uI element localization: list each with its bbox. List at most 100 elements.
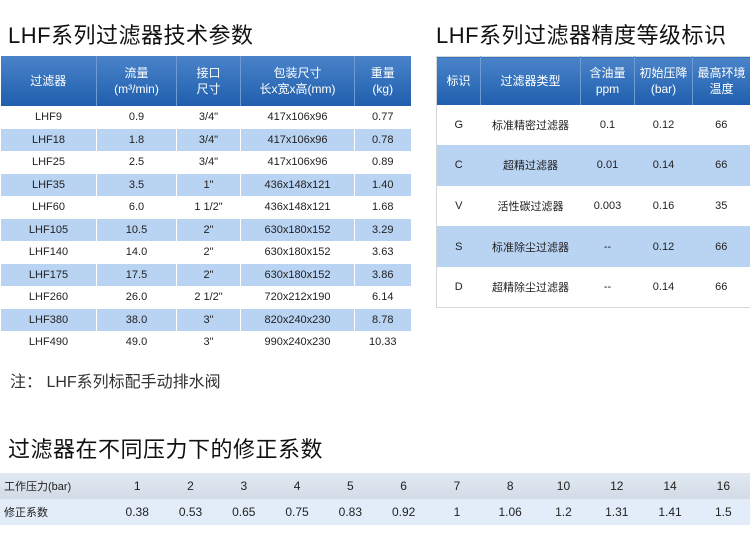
table-cell: 26.0 — [96, 286, 177, 309]
table-row: LHF175 17.5 2" 630x180x152 3.86 — [0, 263, 411, 286]
table-row: LHF260 26.0 2 1/2" 720x212x190 6.14 — [0, 286, 411, 309]
table-cell: 0.12 — [634, 226, 693, 267]
spec-note: 注： LHF系列标配手动排水阀 — [10, 374, 221, 391]
table-row: LHF35 3.5 1" 436x148x121 1.40 — [0, 173, 411, 196]
table-cell: LHF140 — [0, 241, 97, 264]
table-row: LHF18 1.8 3/4" 417x106x96 0.78 — [0, 128, 411, 151]
table-cell: V — [455, 199, 463, 212]
pressure-row: 工作压力(bar) 1 2 3 4 5 6 7 8 10 12 14 16 — [0, 473, 750, 499]
factor-value: 0.83 — [323, 499, 377, 525]
table-cell: 417x106x96 — [240, 128, 355, 151]
pressure-value: 6 — [376, 473, 431, 499]
factor-label: 修正系数 — [0, 499, 111, 525]
table-cell: -- — [580, 226, 635, 267]
factor-value: 0.53 — [163, 499, 218, 525]
header-type: 过滤器类型 — [480, 56, 581, 105]
table-cell: C — [436, 145, 481, 186]
table-cell: LHF260 — [0, 286, 97, 309]
table-cell: 6.14 — [354, 286, 411, 309]
table-cell: 35 — [715, 199, 728, 212]
table-cell: LHF60 — [0, 196, 97, 219]
table-cell: 66 — [715, 281, 728, 294]
header-code: 标识 — [436, 56, 481, 105]
table-cell: LHF35 — [0, 173, 97, 196]
spec-header-row: 过滤器 流量 (m³/min) 接口 尺寸 包装尺寸 长x宽x高(mm) 重量 (kg) — [0, 56, 411, 106]
table-cell: 3.29 — [354, 218, 411, 241]
table-cell: 630x180x152 — [240, 241, 355, 264]
table-cell: 2.5 — [96, 151, 177, 174]
table-cell: 417x106x96 — [240, 151, 355, 174]
pressure-value: 14 — [643, 473, 697, 499]
factor-value: 1.2 — [536, 499, 591, 525]
table-cell: LHF18 — [0, 128, 97, 151]
table-row: LHF9 0.9 3/4" 417x106x96 0.77 — [0, 106, 411, 129]
table-cell: 2" — [176, 241, 241, 264]
pressure-label: 工作压力(bar) — [0, 473, 111, 499]
table-cell: 0.89 — [354, 151, 411, 174]
header-flow: 流量 (m³/min) — [96, 56, 177, 106]
table-row: LHF380 38.0 3" 820x240x230 8.78 — [0, 308, 411, 331]
factor-value: 1.5 — [696, 499, 750, 525]
pressure-value: 1 — [110, 473, 164, 499]
pressure-value: 10 — [536, 473, 591, 499]
factor-row: 修正系数 0.38 0.53 0.65 0.75 0.83 0.92 1 1.06 1.2 1.3… — [0, 499, 750, 525]
factor-value: 1.31 — [590, 499, 644, 525]
table-cell: 0.9 — [96, 106, 177, 129]
pressure-value: 8 — [483, 473, 537, 499]
table-cell: 8.78 — [354, 308, 411, 331]
table-cell: LHF380 — [0, 308, 97, 331]
table-cell: 0.78 — [354, 128, 411, 151]
header-pressure-drop: 初始压降 (bar) — [634, 56, 693, 105]
table-cell: 417x106x96 — [240, 106, 355, 129]
table-cell: D — [454, 281, 463, 294]
grade-table-title: LHF系列过滤器精度等级标识 — [436, 23, 727, 48]
table-cell: LHF9 — [0, 106, 97, 129]
table-cell: 3.5 — [96, 173, 177, 196]
table-cell: 0.14 — [652, 281, 675, 294]
table-cell: 820x240x230 — [240, 308, 355, 331]
spec-table-title: LHF系列过滤器技术参数 — [8, 23, 254, 48]
correction-title: 过滤器在不同压力下的修正系数 — [8, 437, 324, 462]
table-cell: 1.40 — [354, 173, 411, 196]
table-cell: 66 — [692, 226, 750, 267]
table-row: D 超精除尘过滤器 -- 0.14 66 — [437, 267, 750, 308]
header-filter: 过滤器 — [0, 56, 97, 106]
table-cell: 6.0 — [96, 196, 177, 219]
table-cell: G — [454, 118, 464, 131]
table-row: LHF105 10.5 2" 630x180x152 3.29 — [0, 218, 411, 241]
table-cell: 0.16 — [652, 199, 675, 212]
table-row: LHF25 2.5 3/4" 417x106x96 0.89 — [0, 151, 411, 174]
table-cell: 1" — [176, 173, 241, 196]
table-cell: 3.63 — [354, 241, 411, 264]
table-cell: 超精除尘过滤器 — [492, 282, 569, 295]
table-cell: 630x180x152 — [240, 263, 355, 286]
table-cell: 1 1/2" — [176, 196, 241, 219]
table-row: V 活性碳过滤器 0.003 0.16 35 — [437, 186, 750, 227]
factor-value: 0.65 — [217, 499, 271, 525]
table-cell: 66 — [715, 118, 728, 131]
table-cell: 3/4" — [176, 128, 241, 151]
table-cell: 3.86 — [354, 263, 411, 286]
table-cell: S — [436, 226, 481, 267]
pressure-value: 16 — [696, 473, 750, 499]
table-cell: 0.77 — [354, 106, 411, 129]
table-cell: 0.1 — [599, 118, 616, 131]
table-cell: LHF490 — [0, 331, 97, 354]
table-cell: 1.68 — [354, 196, 411, 219]
table-cell: 436x148x121 — [240, 173, 355, 196]
grade-header-row: 标识 过滤器类型 含油量 ppm 初始压降 (bar) 最高环境 温度 — [436, 56, 750, 105]
table-cell: 10.5 — [96, 218, 177, 241]
correction-table: 工作压力(bar) 1 2 3 4 5 6 7 8 10 12 14 16 修正系数 0.38 0.53… — [0, 473, 750, 525]
table-cell: 标准精密过滤器 — [492, 119, 569, 132]
table-row: LHF60 6.0 1 1/2" 436x148x121 1.68 — [0, 196, 411, 219]
factor-value: 0.38 — [110, 499, 164, 525]
table-cell: 活性碳过滤器 — [497, 200, 564, 213]
table-cell: 17.5 — [96, 263, 177, 286]
factor-value: 0.75 — [270, 499, 324, 525]
pressure-value: 2 — [163, 473, 218, 499]
header-weight: 重量 (kg) — [354, 56, 411, 106]
table-cell: LHF105 — [0, 218, 97, 241]
table-cell: 3/4" — [176, 106, 241, 129]
factor-value: 1.06 — [483, 499, 537, 525]
table-cell: 720x212x190 — [240, 286, 355, 309]
